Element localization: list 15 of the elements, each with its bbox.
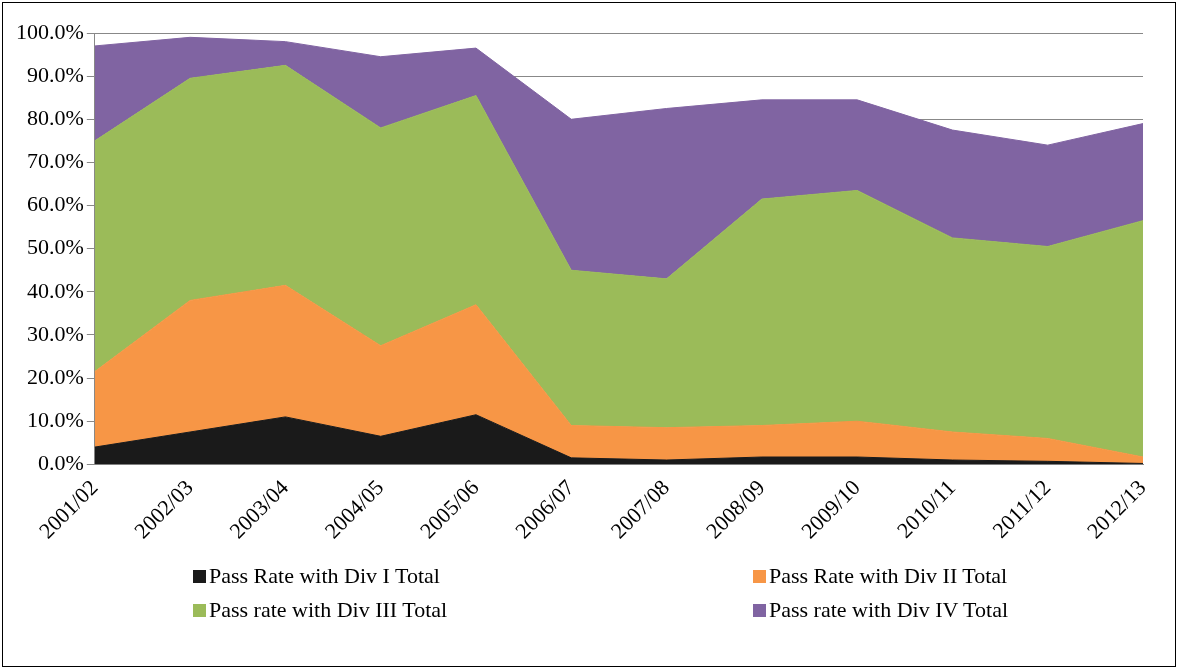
y-tick-label: 50.0% xyxy=(27,234,84,260)
legend-label: Pass rate with Div IV Total xyxy=(769,597,1009,623)
legend-label: Pass Rate with Div I Total xyxy=(209,563,440,589)
y-tick-label: 30.0% xyxy=(27,320,84,346)
y-tick-label: 10.0% xyxy=(27,406,84,432)
legend-label: Pass rate with Div III Total xyxy=(209,597,448,623)
y-tick-label: 40.0% xyxy=(27,277,84,303)
y-tick-label: 60.0% xyxy=(27,191,84,217)
y-tick-label: 70.0% xyxy=(27,148,84,174)
y-tick-label: 100.0% xyxy=(16,18,84,44)
y-tick-label: 90.0% xyxy=(27,61,84,87)
y-tick-label: 80.0% xyxy=(27,105,84,131)
y-tick-label: 0.0% xyxy=(38,450,84,476)
y-tick-label: 20.0% xyxy=(27,363,84,389)
legend-label: Pass Rate with Div II Total xyxy=(769,563,1008,589)
